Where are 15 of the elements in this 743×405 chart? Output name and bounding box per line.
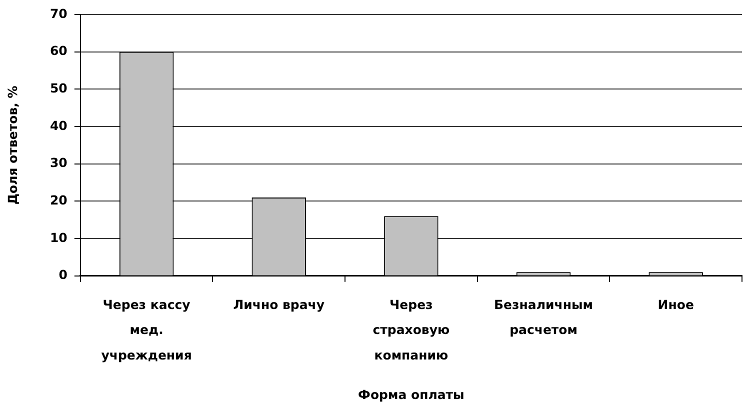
y-tick-label: 20: [50, 192, 68, 208]
y-tick-label: 30: [50, 155, 68, 170]
x-tick-label: Иное: [658, 296, 694, 312]
y-tick-label: 40: [50, 118, 68, 133]
x-tick-label: Лично врачу: [233, 296, 325, 312]
y-tick-label: 10: [50, 230, 68, 245]
x-axis-title: Форма оплаты: [358, 386, 464, 402]
y-tick-label: 0: [58, 267, 68, 282]
x-tick-label: Через страховую компанию: [372, 296, 450, 363]
y-tick-label: 60: [50, 43, 68, 58]
y-tick-label: 50: [50, 80, 68, 96]
y-tick-label: 70: [50, 6, 68, 21]
x-tick-label: Безналичным расчетом: [494, 296, 594, 338]
x-tick-label: Через кассу мед. учреждения: [101, 296, 192, 363]
y-axis-title: Доля ответов, %: [4, 85, 20, 205]
